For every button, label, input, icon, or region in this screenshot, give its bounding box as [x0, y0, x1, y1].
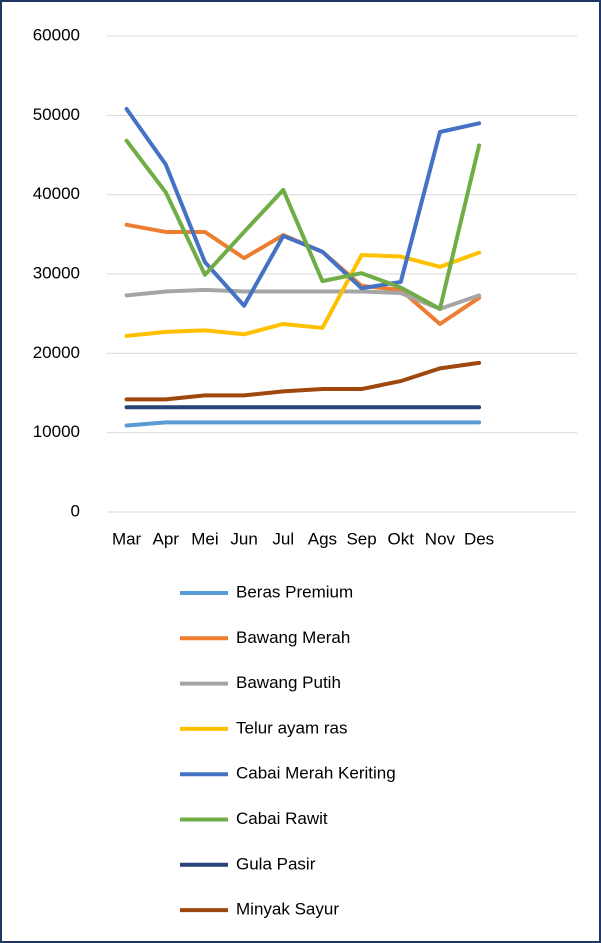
y-tick-label: 10000	[33, 422, 80, 441]
legend-label: Beras Premium	[236, 582, 353, 601]
legend-label: Telur ayam ras	[236, 718, 347, 737]
y-tick-label: 20000	[33, 343, 80, 362]
legend-label: Bawang Merah	[236, 628, 350, 647]
legend-label: Cabai Merah Keriting	[236, 764, 396, 783]
x-tick-label: Jun	[230, 529, 257, 548]
x-tick-label: Mei	[191, 529, 218, 548]
y-tick-label: 0	[71, 501, 80, 520]
y-tick-label: 50000	[33, 105, 80, 124]
legend-label: Minyak Sayur	[236, 900, 339, 919]
series-line	[124, 106, 482, 308]
series-line	[124, 287, 482, 311]
x-tick-label: Jul	[272, 529, 294, 548]
x-tick-label: Nov	[425, 529, 456, 548]
y-tick-label: 40000	[33, 184, 80, 203]
series-line	[124, 420, 482, 428]
series-line	[124, 250, 482, 338]
y-tick-label: 30000	[33, 263, 80, 282]
series-line	[124, 360, 482, 402]
y-tick-label: 60000	[33, 25, 80, 44]
x-tick-label: Ags	[308, 529, 337, 548]
legend-label: Gula Pasir	[236, 854, 316, 873]
x-tick-label: Sep	[346, 529, 376, 548]
x-tick-label: Des	[464, 529, 494, 548]
x-tick-label: Apr	[153, 529, 180, 548]
legend-label: Cabai Rawit	[236, 809, 328, 828]
legend-label: Bawang Putih	[236, 673, 341, 692]
x-tick-label: Okt	[388, 529, 415, 548]
x-tick-label: Mar	[112, 529, 142, 548]
series-line	[124, 138, 482, 311]
